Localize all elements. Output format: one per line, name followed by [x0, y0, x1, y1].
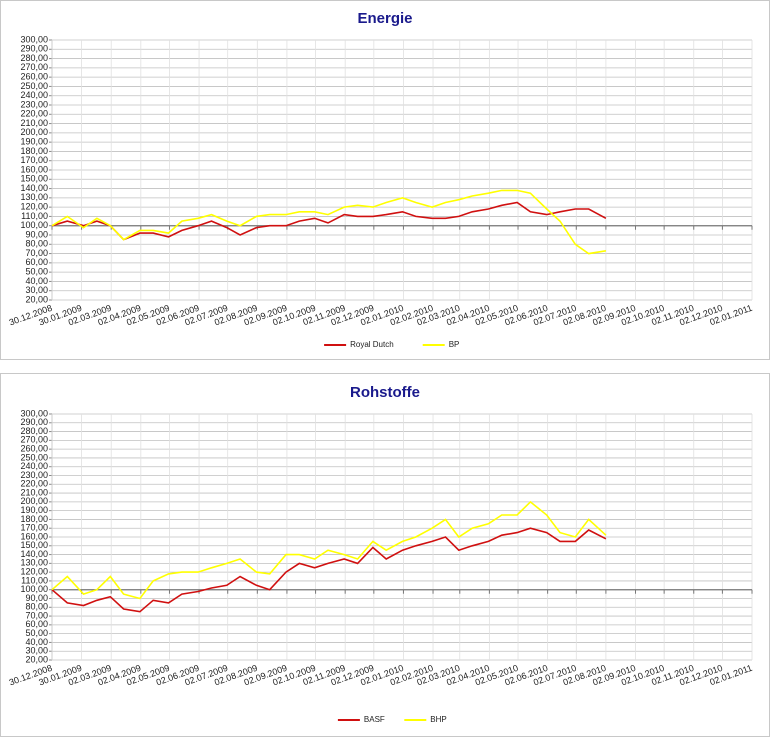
y-tick-label: 100,00: [20, 220, 48, 230]
y-tick-label: 210,00: [20, 487, 48, 497]
y-tick-label: 180,00: [20, 514, 48, 524]
y-tick-label: 70,00: [25, 248, 48, 258]
y-tick-label: 130,00: [20, 558, 48, 568]
y-tick-label: 240,00: [20, 90, 48, 100]
y-tick-label: 50,00: [25, 628, 48, 638]
y-tick-label: 120,00: [20, 202, 48, 212]
y-tick-label: 20,00: [25, 654, 48, 664]
y-tick-label: 30,00: [25, 646, 48, 656]
chart-title: Rohstoffe: [350, 384, 420, 401]
y-tick-label: 110,00: [21, 211, 48, 221]
y-tick-label: 90,00: [25, 229, 48, 239]
y-tick-label: 150,00: [20, 540, 48, 550]
y-tick-label: 280,00: [20, 426, 48, 436]
y-tick-label: 90,00: [25, 593, 48, 603]
y-tick-label: 240,00: [20, 461, 48, 471]
y-tick-label: 160,00: [20, 164, 48, 174]
y-tick-label: 260,00: [20, 72, 48, 82]
y-tick-label: 260,00: [20, 444, 48, 454]
y-tick-label: 50,00: [25, 267, 48, 277]
y-tick-label: 290,00: [20, 417, 48, 427]
y-tick-label: 110,00: [21, 575, 48, 585]
y-tick-label: 280,00: [20, 53, 48, 63]
series-line: [51, 189, 607, 255]
y-tick-label: 200,00: [20, 496, 48, 506]
chart-title: Energie: [357, 10, 412, 27]
y-tick-label: 270,00: [20, 435, 48, 445]
y-tick-label: 80,00: [25, 602, 48, 612]
y-tick-label: 180,00: [20, 146, 48, 156]
y-tick-label: 290,00: [20, 44, 48, 54]
y-tick-label: 250,00: [20, 81, 48, 91]
y-tick-label: 220,00: [20, 109, 48, 119]
y-tick-label: 300,00: [20, 408, 48, 418]
y-tick-label: 70,00: [25, 610, 48, 620]
legend-label: BP: [449, 340, 460, 349]
y-tick-label: 190,00: [20, 137, 48, 147]
y-tick-label: 300,00: [20, 34, 48, 44]
y-tick-label: 140,00: [20, 549, 48, 559]
y-tick-label: 230,00: [20, 99, 48, 109]
legend-label: BHP: [430, 715, 446, 724]
y-tick-label: 170,00: [20, 523, 48, 533]
y-tick-label: 140,00: [20, 183, 48, 193]
y-tick-label: 60,00: [25, 257, 48, 267]
y-tick-label: 150,00: [20, 174, 48, 184]
panel: [0, 373, 770, 737]
legend-label: Royal Dutch: [350, 340, 394, 349]
y-tick-label: 100,00: [20, 584, 48, 594]
y-tick-label: 40,00: [25, 637, 48, 647]
y-tick-label: 210,00: [20, 118, 48, 128]
series-line: [51, 527, 607, 613]
series-line: [51, 500, 607, 600]
series-line: [51, 201, 607, 241]
y-tick-label: 80,00: [25, 239, 48, 249]
y-tick-label: 130,00: [20, 192, 48, 202]
y-tick-label: 190,00: [20, 505, 48, 515]
y-tick-label: 200,00: [20, 127, 48, 137]
legend-label: BASF: [364, 715, 385, 724]
y-tick-label: 270,00: [20, 62, 48, 72]
y-tick-label: 250,00: [20, 452, 48, 462]
y-tick-label: 170,00: [20, 155, 48, 165]
y-tick-label: 40,00: [25, 276, 48, 286]
y-tick-label: 230,00: [20, 470, 48, 480]
y-tick-label: 220,00: [20, 479, 48, 489]
y-tick-label: 20,00: [25, 294, 48, 304]
y-tick-label: 160,00: [20, 531, 48, 541]
y-tick-label: 30,00: [25, 285, 48, 295]
y-tick-label: 120,00: [20, 567, 48, 577]
y-tick-label: 60,00: [25, 619, 48, 629]
